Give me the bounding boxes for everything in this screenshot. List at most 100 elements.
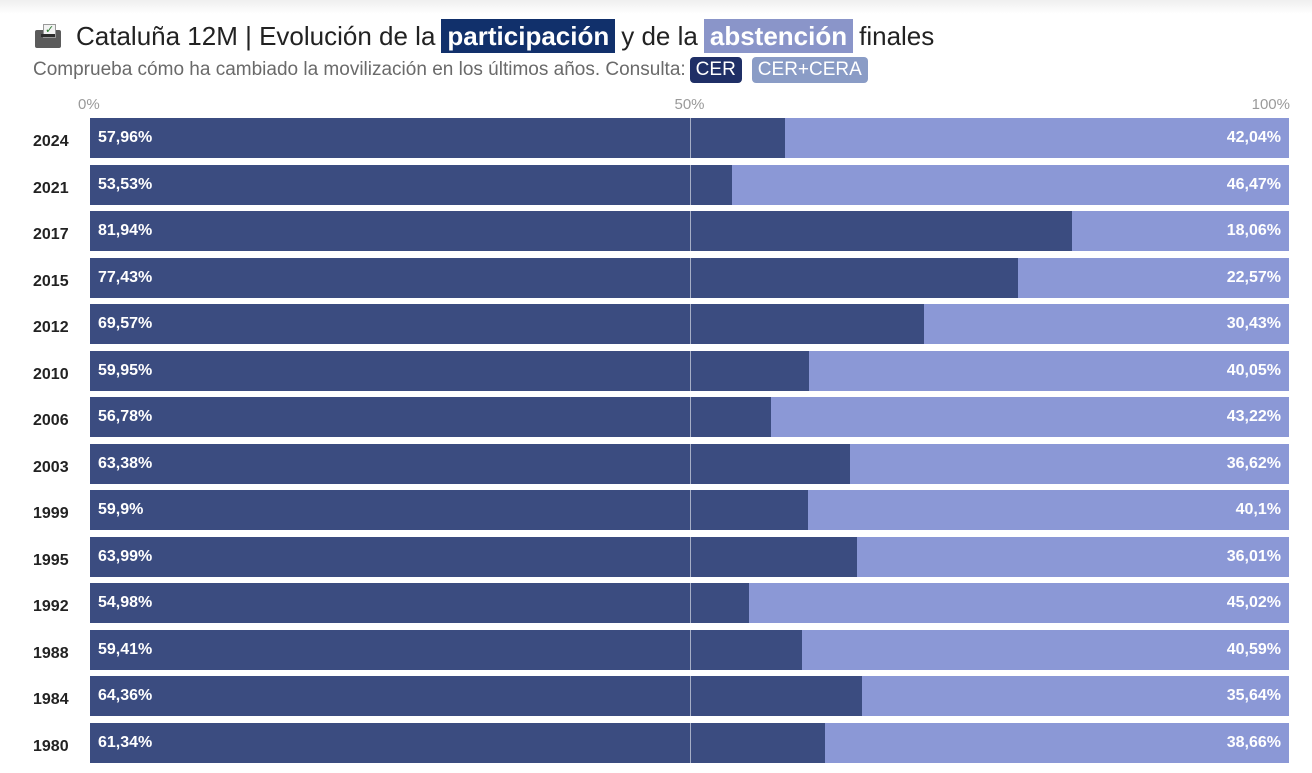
abstention-bar[interactable] xyxy=(861,676,1289,716)
participation-value-label: 57,96% xyxy=(98,129,153,146)
bar-row: 63,99% 36,01% xyxy=(90,536,1289,577)
x-tick-label: 0% xyxy=(78,96,100,113)
participation-value-label: 81,94% xyxy=(98,222,153,239)
year-label: 2021 xyxy=(33,179,69,197)
abstention-bar[interactable] xyxy=(784,118,1289,158)
abstention-value-label: 46,47% xyxy=(1226,175,1281,193)
participation-bar[interactable] xyxy=(90,583,750,623)
midpoint-gridline xyxy=(689,118,691,773)
abstention-value-label: 18,06% xyxy=(1226,222,1281,239)
participation-value-label: 64,36% xyxy=(98,687,153,704)
chart-title: ✓ Cataluña 12M | Evolución de la partici… xyxy=(34,18,934,54)
bar-row: 54,98% 45,02% xyxy=(90,583,1289,623)
abstention-value-label: 43,22% xyxy=(1226,408,1281,425)
participation-bar[interactable] xyxy=(90,536,858,577)
participation-value-label: 77,43% xyxy=(98,268,153,286)
bar-row: 81,94% 18,06% xyxy=(90,211,1289,251)
year-label: 2024 xyxy=(33,133,69,150)
abstention-bar[interactable] xyxy=(731,164,1289,205)
year-label: 1992 xyxy=(33,598,69,615)
abstention-bar[interactable] xyxy=(808,350,1289,391)
title-highlight-abstention: abstención xyxy=(703,19,854,53)
participation-bar[interactable] xyxy=(90,629,803,670)
abstention-value-label: 22,57% xyxy=(1226,268,1281,286)
year-label: 2010 xyxy=(33,365,69,383)
participation-value-label: 53,53% xyxy=(98,175,153,193)
participation-value-label: 69,57% xyxy=(98,315,153,332)
abstention-bar[interactable] xyxy=(825,722,1289,763)
abstention-bar[interactable] xyxy=(857,536,1289,577)
year-label: 1984 xyxy=(33,691,69,708)
participation-value-label: 61,34% xyxy=(98,733,153,751)
participation-bar[interactable] xyxy=(90,304,925,344)
year-label: 2015 xyxy=(33,272,69,290)
bar-row: 57,96% 42,04% xyxy=(90,118,1289,158)
year-label: 2017 xyxy=(33,226,69,243)
abstention-bar[interactable] xyxy=(802,629,1289,670)
abstention-value-label: 45,02% xyxy=(1226,594,1281,611)
abstention-bar[interactable] xyxy=(1018,257,1289,298)
bar-row: 59,95% 40,05% xyxy=(90,350,1289,391)
year-label: 1999 xyxy=(33,505,69,522)
participation-bar[interactable] xyxy=(90,211,1073,251)
title-highlight-participation: participación xyxy=(441,19,616,53)
subtitle-text: Comprueba cómo ha cambiado la movilizaci… xyxy=(33,59,686,80)
bar-row: 64,36% 35,64% xyxy=(90,676,1289,716)
abstention-value-label: 42,04% xyxy=(1226,129,1281,146)
participation-bar[interactable] xyxy=(90,676,862,716)
participation-value-label: 63,38% xyxy=(98,454,153,472)
filter-cer-button[interactable]: CER xyxy=(689,57,742,83)
abstention-value-label: 35,64% xyxy=(1226,687,1281,704)
ballot-box-icon: ✓ xyxy=(34,24,62,48)
abstention-bar[interactable] xyxy=(849,443,1289,484)
year-label: 1995 xyxy=(33,551,69,569)
participation-bar[interactable] xyxy=(90,722,826,763)
participation-bar[interactable] xyxy=(90,397,771,437)
participation-value-label: 56,78% xyxy=(98,408,153,425)
title-suffix: finales xyxy=(859,20,935,51)
title-prefix: Cataluña 12M | Evolución de la xyxy=(76,20,436,51)
abstention-bar[interactable] xyxy=(1072,211,1289,251)
chart-subtitle: Comprueba cómo ha cambiado la movilizaci… xyxy=(33,56,868,84)
abstention-value-label: 40,05% xyxy=(1226,361,1281,379)
bar-row: 59,9% 40,1% xyxy=(90,490,1289,530)
participation-bar[interactable] xyxy=(90,257,1019,298)
participation-bar[interactable] xyxy=(90,164,732,205)
abstention-value-label: 40,1% xyxy=(1235,501,1281,518)
abstention-value-label: 36,62% xyxy=(1226,454,1281,472)
participation-value-label: 63,99% xyxy=(98,547,153,565)
filter-cer-cera-button[interactable]: CER+CERA xyxy=(751,57,868,83)
x-tick-label: 100% xyxy=(1251,96,1290,113)
bar-row: 59,41% 40,59% xyxy=(90,629,1289,670)
year-label: 2003 xyxy=(33,458,69,476)
participation-bar[interactable] xyxy=(90,443,850,484)
participation-value-label: 54,98% xyxy=(98,594,153,611)
abstention-bar[interactable] xyxy=(808,490,1289,530)
top-fade xyxy=(0,0,1312,14)
year-label: 1980 xyxy=(33,737,69,755)
participation-bar[interactable] xyxy=(90,490,809,530)
participation-value-label: 59,95% xyxy=(98,361,153,379)
bar-row: 77,43% 22,57% xyxy=(90,257,1289,298)
bar-row: 61,34% 38,66% xyxy=(90,722,1289,763)
participation-bar[interactable] xyxy=(90,350,809,391)
participation-bar[interactable] xyxy=(90,118,785,158)
year-label: 1988 xyxy=(33,644,69,662)
year-label: 2006 xyxy=(33,412,69,429)
abstention-value-label: 30,43% xyxy=(1226,315,1281,332)
bar-row: 56,78% 43,22% xyxy=(90,397,1289,437)
bar-row: 63,38% 36,62% xyxy=(90,443,1289,484)
abstention-bar[interactable] xyxy=(924,304,1289,344)
abstention-bar[interactable] xyxy=(749,583,1289,623)
plot-area: 57,96% 42,04% 53,53% 46,47% 81,94% 18,06% 77,4… xyxy=(90,118,1289,773)
bar-row: 69,57% 30,43% xyxy=(90,304,1289,344)
abstention-bar[interactable] xyxy=(770,397,1289,437)
abstention-value-label: 40,59% xyxy=(1226,640,1281,658)
participation-value-label: 59,9% xyxy=(98,501,144,518)
abstention-value-label: 38,66% xyxy=(1226,733,1281,751)
year-label: 2012 xyxy=(33,319,69,336)
title-middle: y de la xyxy=(621,20,698,51)
x-tick-label: 50% xyxy=(674,96,705,113)
participation-value-label: 59,41% xyxy=(98,640,153,658)
abstention-value-label: 36,01% xyxy=(1226,547,1281,565)
